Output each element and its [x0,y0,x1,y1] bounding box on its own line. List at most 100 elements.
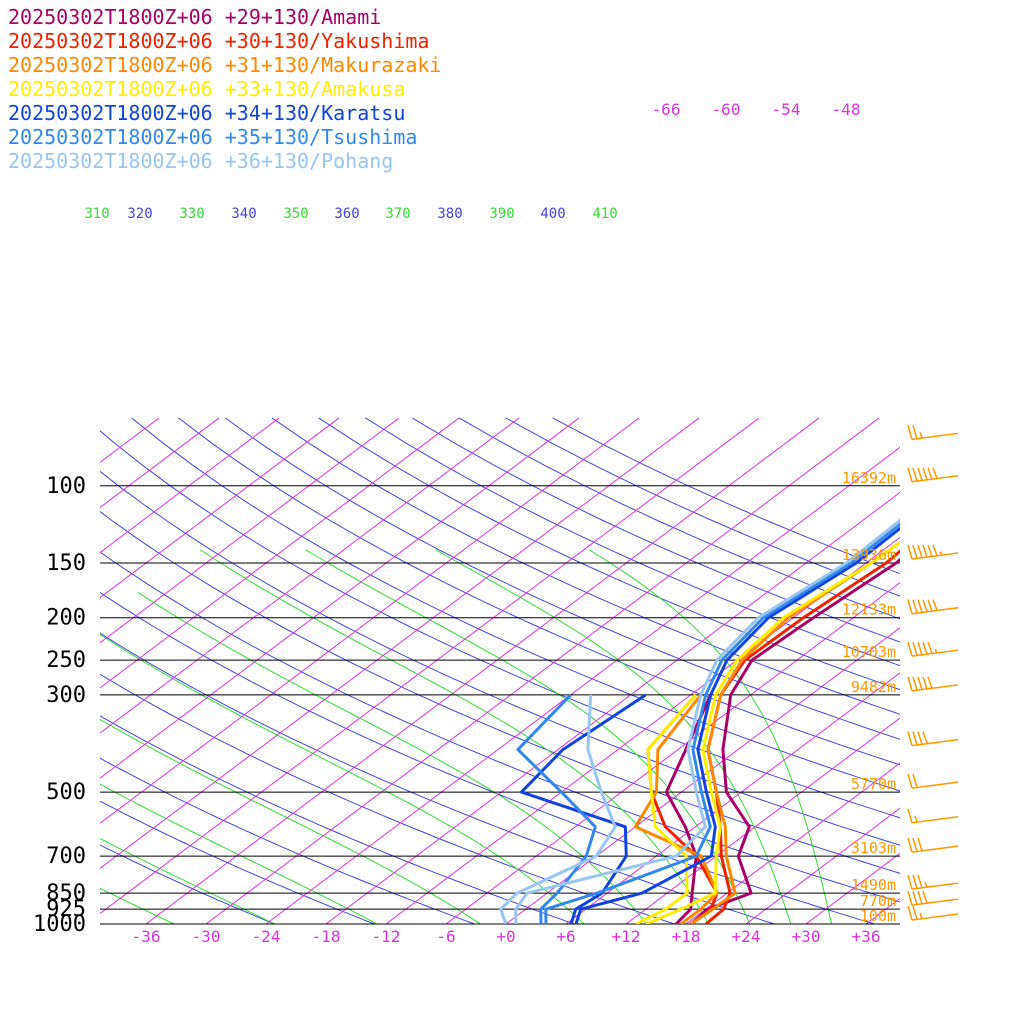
isotherm-line [100,417,640,824]
temperature-profile-line [645,540,900,924]
height-label: 770m [860,892,896,910]
isotherm-line [445,582,900,924]
dewpoint-profile-line [635,693,697,924]
temperature-profile-line [544,522,900,924]
theta-label: 310 [84,206,109,222]
temperature-tick-label: -30 [192,927,221,946]
height-label: 12133m [842,601,896,619]
wind-barb [907,641,959,657]
temperature-profile-line [514,518,900,924]
dewpoint-profile-line [499,694,617,924]
upper-isotherm-label: -60 [712,100,741,119]
temperature-tick-label: +30 [792,927,821,946]
upper-isotherm-label: -48 [832,100,861,119]
legend-entry: 20250302T1800Z+06 +34+130/Karatsu [8,101,405,125]
moist-adiabat-line [137,591,648,924]
theta-label: 330 [179,206,204,222]
height-label: 10703m [842,643,896,661]
theta-label: 360 [334,206,359,222]
theta-label: 340 [231,206,256,222]
dry-adiabat-line [178,417,900,766]
theta-label: 380 [437,206,462,222]
height-label: 1490m [851,876,896,894]
isotherm-line [100,417,280,554]
dry-adiabat-line [100,800,376,924]
pressure-label: 850 [46,881,86,906]
wind-barb [907,808,959,824]
pressure-label: 700 [46,844,86,869]
isotherm-line [505,627,900,924]
wind-barb [907,874,959,890]
temperature-tick-label: -36 [132,927,161,946]
isotherm-line [100,417,340,599]
pressure-label: 1000 [33,912,86,937]
isotherm-line [100,417,400,644]
theta-label: 400 [540,206,565,222]
temperature-tick-label: -12 [372,927,401,946]
pressure-label: 150 [46,551,86,576]
wind-barbs [907,425,959,921]
height-label: 9482m [851,678,896,696]
isotherm-line [0,418,39,933]
temperature-tick-label: -6 [436,927,455,946]
wind-barb [907,544,959,560]
isotherm-line [100,417,700,869]
height-label: 16392m [842,469,896,487]
theta-label: 410 [592,206,617,222]
dry-adiabat-line [224,417,900,740]
pressure-label: 100 [46,474,86,499]
pressure-label: 200 [46,606,86,631]
wind-barb [907,905,959,921]
moist-adiabat-line [589,549,833,924]
isotherm-line [205,417,880,924]
temperature-tick-label: +24 [732,927,761,946]
dewpoint-profile-line [519,693,647,924]
isotherm-line [100,417,760,915]
legend-entry: 20250302T1800Z+06 +29+130/Amami [8,5,381,29]
isotherm-line [265,446,900,924]
pressure-label: 300 [46,683,86,708]
height-label: 13936m [842,546,896,564]
wind-barb [907,890,959,906]
moist-adiabat-line [100,718,482,924]
isotherm-line [685,762,900,924]
isotherm-line [100,417,520,734]
theta-label: 370 [385,206,410,222]
legend-entry: 20250302T1800Z+06 +30+130/Yakushima [8,29,429,53]
isotherm-line [974,418,1024,933]
moist-adiabat-line [100,633,585,924]
legend-entry: 20250302T1800Z+06 +33+130/Amakusa [8,77,405,101]
theta-label: 350 [283,206,308,222]
isotherm-line [145,417,820,924]
moist-adiabat-line [100,838,276,924]
temperature-tick-label: +6 [556,927,575,946]
isotherm-line [745,807,900,924]
temperature-tick-label: -18 [312,927,341,946]
sounding-profiles [499,518,900,924]
wind-barb [907,599,959,615]
moist-adiabat-line [100,783,378,924]
temperature-profile-line [574,526,900,924]
height-label: 5770m [851,775,896,793]
dewpoint-profile-line [633,693,719,924]
upper-isotherm-label: -54 [772,100,801,119]
dry-adiabat-line [100,844,276,924]
isotherm-line [914,418,1024,933]
isotherm-line [565,672,900,924]
dry-adiabat-line [365,417,900,667]
temperature-profile-line [690,557,900,924]
wind-barb [907,837,959,853]
isotherm-lines [0,417,1024,933]
legend: 20250302T1800Z+06 +29+130/Amami20250302T… [8,5,441,173]
dry-adiabat-line [100,591,877,924]
dry-adiabat-line [271,417,900,715]
legend-entry: 20250302T1800Z+06 +36+130/Pohang [8,149,393,173]
isotherm-line [100,417,580,779]
temperature-tick-label: +18 [672,927,701,946]
dry-adiabat-line [100,470,900,846]
isotherm-line [100,417,220,509]
dry-adiabat-line [100,757,476,924]
moist-adiabat-line [199,549,710,924]
dry-adiabat-line [131,417,900,792]
